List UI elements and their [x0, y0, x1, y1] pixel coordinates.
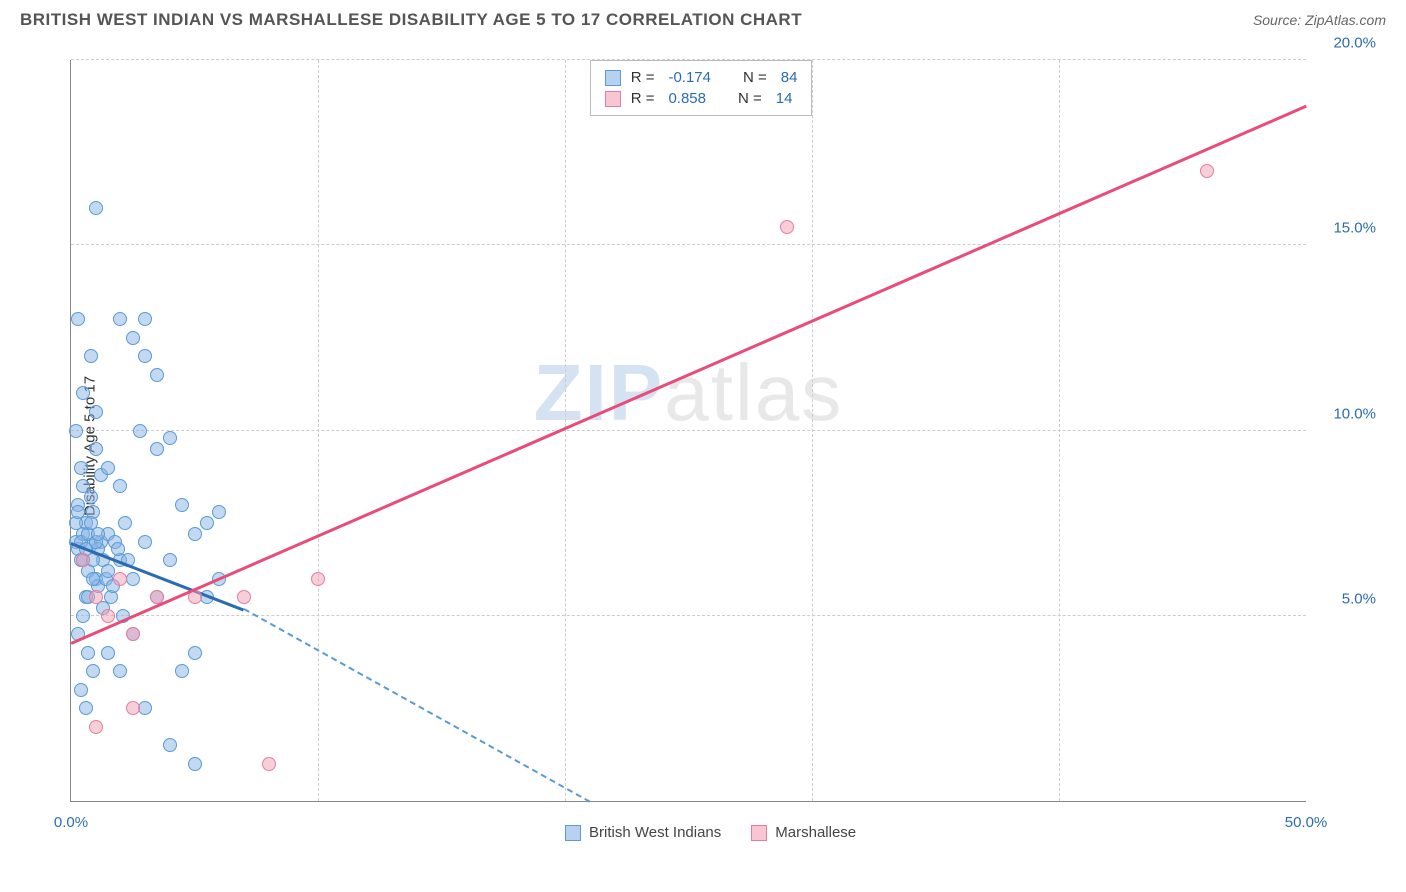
data-point [126, 701, 140, 715]
stats-row-pink: R = 0.858 N = 14 [605, 88, 798, 109]
data-point [91, 527, 105, 541]
data-point [138, 535, 152, 549]
data-point [89, 720, 103, 734]
data-point [133, 424, 147, 438]
data-point [126, 331, 140, 345]
data-point [163, 738, 177, 752]
data-point [76, 609, 90, 623]
data-point [101, 646, 115, 660]
data-point [138, 701, 152, 715]
stats-box: R = -0.174 N = 84 R = 0.858 N = 14 [590, 60, 813, 116]
gridline-v [1059, 60, 1060, 801]
gridline-v [812, 60, 813, 801]
data-point [163, 431, 177, 445]
swatch-blue-icon [565, 825, 581, 841]
data-point [311, 572, 325, 586]
data-point [113, 572, 127, 586]
data-point [188, 527, 202, 541]
bottom-legend: British West Indians Marshallese [565, 824, 856, 841]
data-point [150, 442, 164, 456]
data-point [113, 312, 127, 326]
data-point [76, 386, 90, 400]
trend-line [71, 105, 1307, 645]
swatch-pink-icon [605, 91, 621, 107]
data-point [175, 664, 189, 678]
chart-container: Disability Age 5 to 17 ZIPatlas R = -0.1… [50, 50, 1386, 842]
data-point [89, 590, 103, 604]
plot-area: ZIPatlas R = -0.174 N = 84 R = 0.858 N =… [70, 60, 1306, 802]
data-point [113, 664, 127, 678]
data-point [74, 683, 88, 697]
legend-item-blue: British West Indians [565, 824, 721, 841]
data-point [101, 461, 115, 475]
data-point [79, 701, 93, 715]
y-tick-label: 15.0% [1333, 220, 1376, 237]
data-point [69, 424, 83, 438]
gridline-v [318, 60, 319, 801]
legend-label: British West Indians [589, 824, 721, 841]
data-point [163, 553, 177, 567]
data-point [74, 461, 88, 475]
x-tick-label: 50.0% [1285, 814, 1328, 831]
gridline-v [565, 60, 566, 801]
data-point [101, 609, 115, 623]
data-point [188, 646, 202, 660]
trend-line [243, 608, 590, 802]
data-point [126, 572, 140, 586]
data-point [71, 312, 85, 326]
data-point [138, 349, 152, 363]
gridline-h [71, 59, 1306, 60]
swatch-blue-icon [605, 70, 621, 86]
data-point [113, 479, 127, 493]
data-point [118, 516, 132, 530]
data-point [86, 572, 100, 586]
data-point [81, 646, 95, 660]
data-point [237, 590, 251, 604]
chart-header: BRITISH WEST INDIAN VS MARSHALLESE DISAB… [0, 0, 1406, 35]
data-point [84, 349, 98, 363]
data-point [262, 757, 276, 771]
legend-item-pink: Marshallese [751, 824, 856, 841]
chart-title: BRITISH WEST INDIAN VS MARSHALLESE DISAB… [20, 10, 802, 30]
chart-source: Source: ZipAtlas.com [1253, 12, 1386, 28]
legend-label: Marshallese [775, 824, 856, 841]
gridline-h [71, 244, 1306, 245]
y-tick-label: 20.0% [1333, 35, 1376, 52]
data-point [76, 553, 90, 567]
data-point [1200, 164, 1214, 178]
data-point [138, 312, 152, 326]
watermark: ZIPatlas [534, 347, 843, 439]
data-point [71, 505, 85, 519]
data-point [175, 498, 189, 512]
data-point [188, 757, 202, 771]
data-point [150, 368, 164, 382]
data-point [89, 201, 103, 215]
y-tick-label: 10.0% [1333, 405, 1376, 422]
swatch-pink-icon [751, 825, 767, 841]
data-point [89, 442, 103, 456]
x-tick-label: 0.0% [54, 814, 88, 831]
data-point [200, 516, 214, 530]
data-point [89, 405, 103, 419]
data-point [212, 505, 226, 519]
data-point [86, 664, 100, 678]
stats-row-blue: R = -0.174 N = 84 [605, 67, 798, 88]
data-point [780, 220, 794, 234]
data-point [126, 627, 140, 641]
gridline-h [71, 430, 1306, 431]
data-point [84, 490, 98, 504]
y-tick-label: 5.0% [1342, 590, 1376, 607]
